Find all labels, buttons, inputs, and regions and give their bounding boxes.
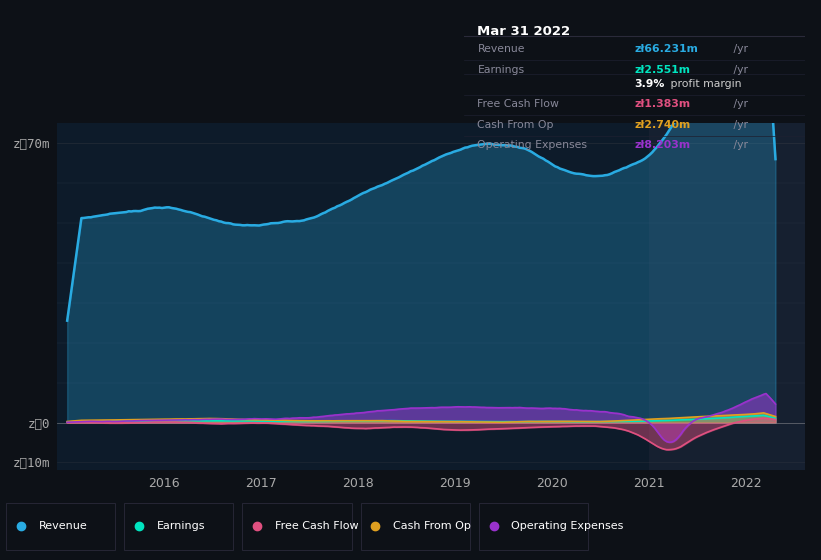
FancyBboxPatch shape <box>124 503 233 550</box>
Text: /yr: /yr <box>730 119 748 129</box>
Text: zł2.740m: zł2.740m <box>635 119 690 129</box>
Text: /yr: /yr <box>730 140 748 150</box>
FancyBboxPatch shape <box>242 503 351 550</box>
Text: Operating Expenses: Operating Expenses <box>511 521 624 531</box>
FancyBboxPatch shape <box>479 503 588 550</box>
Text: /yr: /yr <box>730 64 748 74</box>
Text: Operating Expenses: Operating Expenses <box>478 140 588 150</box>
Text: /yr: /yr <box>730 99 748 109</box>
Text: Revenue: Revenue <box>39 521 87 531</box>
Text: Free Cash Flow: Free Cash Flow <box>275 521 359 531</box>
Text: Revenue: Revenue <box>478 44 525 54</box>
Text: Cash From Op: Cash From Op <box>478 119 554 129</box>
Text: zł8.203m: zł8.203m <box>635 140 690 150</box>
Text: Cash From Op: Cash From Op <box>393 521 471 531</box>
Text: zł66.231m: zł66.231m <box>635 44 698 54</box>
Text: Free Cash Flow: Free Cash Flow <box>478 99 559 109</box>
Text: zł2.551m: zł2.551m <box>635 64 690 74</box>
FancyBboxPatch shape <box>6 503 115 550</box>
Text: Earnings: Earnings <box>157 521 205 531</box>
Text: 3.9%: 3.9% <box>635 79 664 89</box>
Text: profit margin: profit margin <box>667 79 741 89</box>
Text: Mar 31 2022: Mar 31 2022 <box>478 25 571 38</box>
Text: /yr: /yr <box>730 44 748 54</box>
Text: Earnings: Earnings <box>478 64 525 74</box>
Bar <box>649 123 805 470</box>
Text: zł1.383m: zł1.383m <box>635 99 690 109</box>
FancyBboxPatch shape <box>360 503 470 550</box>
